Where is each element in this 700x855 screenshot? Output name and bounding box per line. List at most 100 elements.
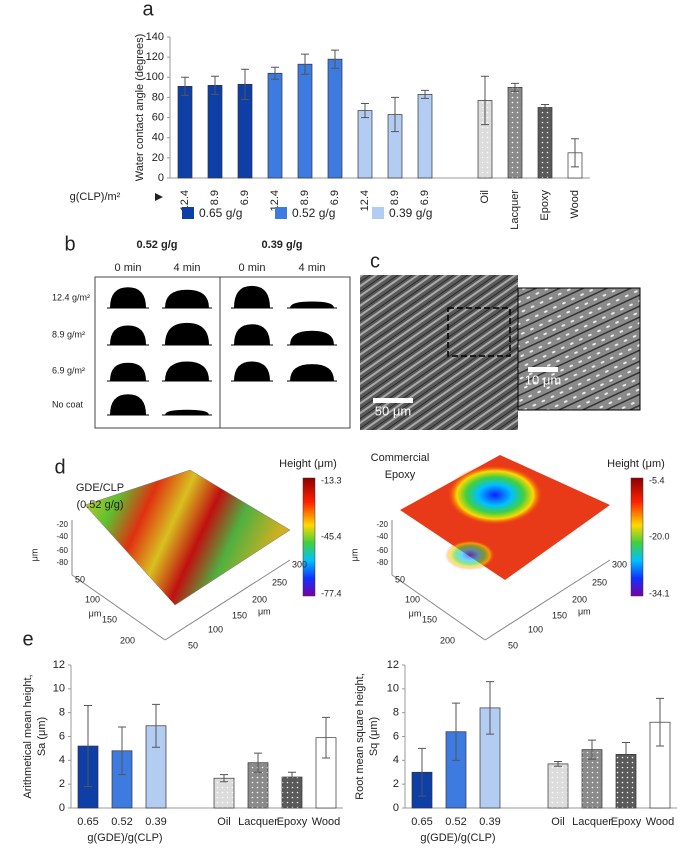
- y-tick-label: 12: [53, 659, 65, 671]
- bar: [357, 110, 373, 179]
- y-tick-label: 6: [393, 730, 399, 742]
- x-tick-label-3d: 150: [422, 614, 437, 624]
- legend-swatch: [275, 207, 287, 219]
- error-bar: [301, 53, 309, 75]
- error-bar: [481, 75, 489, 126]
- y-tick-label: 8: [393, 707, 399, 719]
- surface-pit: [445, 540, 495, 570]
- y-tick-label: 0: [59, 802, 65, 814]
- droplet: [234, 324, 270, 345]
- surface-title: GDE/CLP: [76, 482, 124, 494]
- legend-label: 0.39 g/g: [389, 206, 432, 220]
- scale-label: 50 μm: [375, 403, 411, 418]
- y-tick-label: 120: [146, 51, 164, 63]
- colorbar-label: -13.3: [321, 475, 342, 485]
- droplet: [110, 394, 146, 415]
- error-bar: [288, 771, 296, 783]
- x-tick-label: 0.52: [111, 816, 132, 828]
- panel-label: a: [142, 0, 154, 20]
- x-tick-label: Epoxy: [611, 816, 642, 828]
- droplet: [165, 289, 209, 308]
- y-tick-label-3d: 150: [552, 610, 567, 620]
- x-tick-label-3d: 100: [405, 594, 420, 604]
- scale-label: 10 μm: [525, 372, 561, 387]
- x-unit: μm: [409, 608, 422, 618]
- x-tick-label: Lacquer: [238, 816, 278, 828]
- time-label: 0 min: [115, 262, 142, 274]
- panel-label: e: [22, 628, 33, 650]
- y-tick-label-3d: 250: [592, 577, 607, 587]
- y-tick-label: 2: [59, 778, 65, 790]
- y-tick-label: 12: [387, 659, 399, 671]
- y-axis-label: Arithmetical mean height,: [22, 674, 34, 798]
- y-tick-label: 20: [152, 152, 164, 164]
- y-tick-label: 2: [393, 778, 399, 790]
- y-tick-label: 40: [152, 132, 164, 144]
- error-bar: [511, 82, 519, 92]
- sem-zoom: [517, 287, 641, 411]
- error-bar: [152, 703, 160, 748]
- error-bar: [391, 96, 399, 133]
- x-unit: μm: [89, 608, 102, 618]
- y-tick-label: 4: [393, 754, 399, 766]
- z-unit: μm: [29, 549, 39, 562]
- x-tick-label: Lacquer: [572, 816, 612, 828]
- y-tick-label: 6: [59, 730, 65, 742]
- axis-3d: [391, 574, 486, 641]
- bar: [213, 777, 235, 809]
- y-tick-label-3d: 100: [208, 624, 223, 634]
- y-axis-label: Sq (μm): [368, 717, 380, 756]
- error-bar: [588, 739, 596, 760]
- colorbar-label: -77.4: [321, 588, 342, 598]
- panel-label: d: [54, 456, 65, 478]
- error-bar: [220, 774, 228, 783]
- colorbar-label: -34.1: [649, 588, 670, 598]
- z-tick-label: -60: [56, 546, 68, 555]
- colorbar-label: -45.4: [321, 531, 342, 541]
- x-tick-label: 8.9: [209, 190, 221, 205]
- bar: [207, 84, 223, 179]
- error-bar: [211, 75, 219, 95]
- x-tick-label: 0.39: [145, 816, 166, 828]
- zoom-box: [447, 307, 511, 357]
- error-bar: [421, 89, 429, 99]
- surface-title: Epoxy: [385, 469, 416, 481]
- colorbar: [630, 477, 644, 597]
- x-tick-label: Wood: [312, 816, 341, 828]
- error-bar: [241, 68, 249, 100]
- error-bar: [622, 741, 630, 767]
- error-bar: [554, 761, 562, 767]
- colorbar-label: -5.4: [649, 475, 665, 485]
- z-tick-label: -20: [56, 520, 68, 529]
- y-tick-label-3d: 50: [188, 640, 198, 650]
- x-axis-label: g(GDE)/g(CLP): [420, 832, 495, 844]
- x-tick-label: Lacquer: [509, 190, 521, 230]
- droplet: [165, 361, 209, 381]
- error-bar: [118, 726, 126, 776]
- row-label: 8.9 g/m²: [52, 329, 85, 339]
- error-bar: [271, 66, 279, 80]
- y-tick-label-3d: 300: [612, 559, 627, 569]
- droplet: [110, 287, 146, 308]
- y-axis-label: Sa (μm): [36, 717, 48, 756]
- y-tick-label-3d: 50: [508, 640, 518, 650]
- group-title: 0.39 g/g: [262, 239, 303, 251]
- error-bar: [361, 102, 369, 119]
- droplet: [110, 362, 146, 381]
- scale-bar: [528, 367, 558, 372]
- y-tick-label-3d: 200: [252, 594, 267, 604]
- legend-swatch: [182, 207, 194, 219]
- bar: [547, 763, 569, 809]
- axis-3d: [484, 559, 611, 641]
- x-tick-label: 8.9: [389, 190, 401, 205]
- error-bar: [84, 705, 92, 788]
- z-tick-label: -80: [56, 558, 68, 567]
- droplet: [110, 325, 146, 345]
- arrow: [155, 193, 163, 201]
- surface-3d: [84, 469, 291, 606]
- x-tick-label: Epoxy: [277, 816, 308, 828]
- y-tick-label: 4: [59, 754, 65, 766]
- droplet: [234, 285, 270, 308]
- error-bar: [656, 697, 664, 747]
